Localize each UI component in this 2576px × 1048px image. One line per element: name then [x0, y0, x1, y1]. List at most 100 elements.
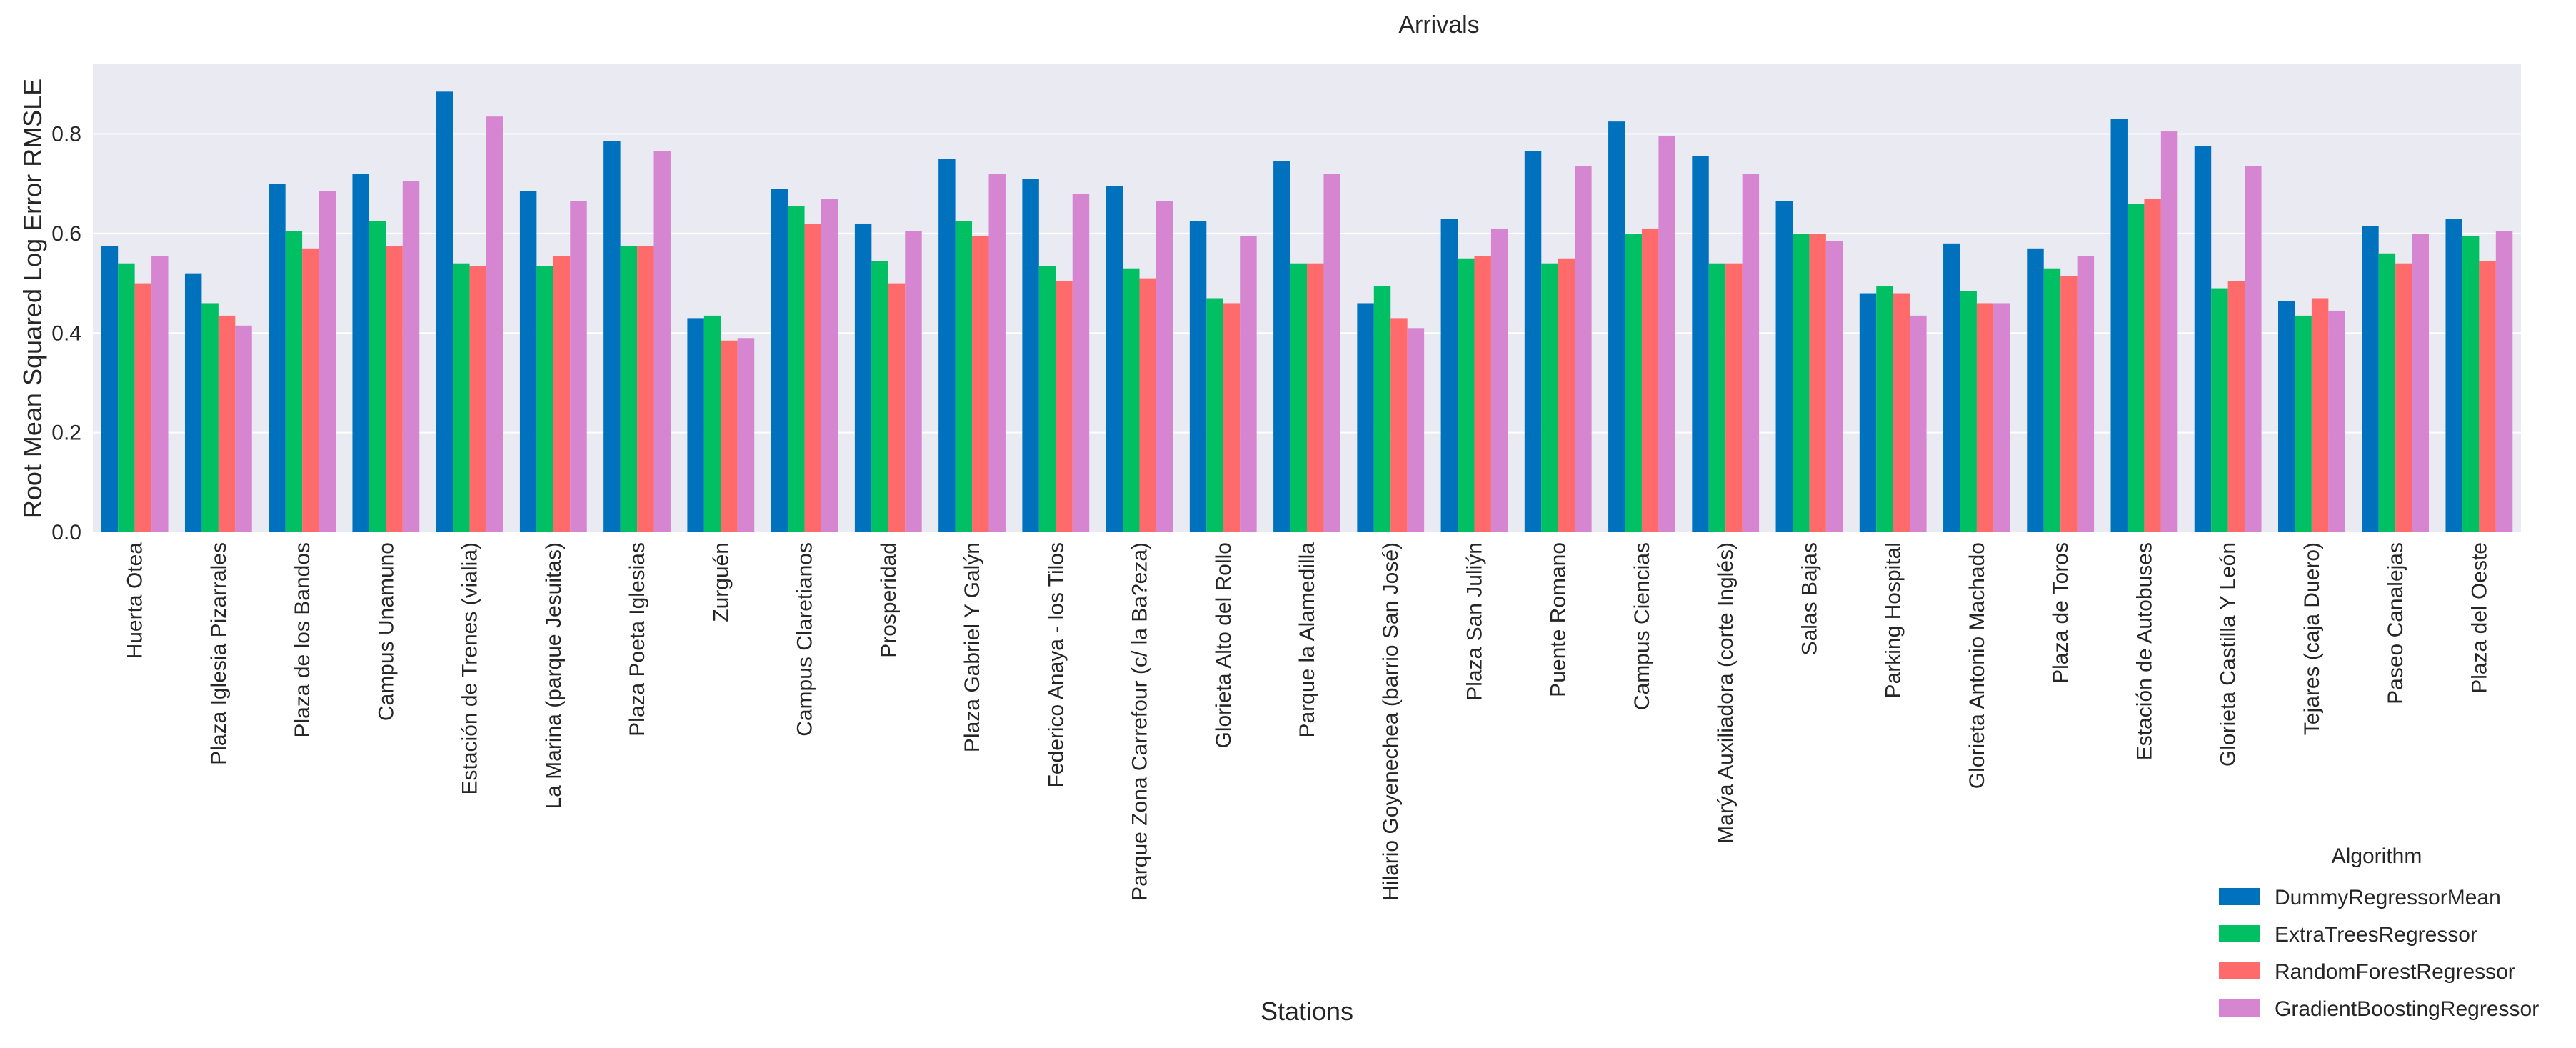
bar: [436, 91, 453, 532]
y-tick-label: 0.0: [51, 521, 81, 544]
bar: [469, 266, 487, 532]
bar: [453, 263, 470, 532]
bar: [2194, 146, 2212, 533]
bar: [369, 221, 386, 532]
bar: [854, 223, 872, 532]
bar: [1390, 318, 1408, 532]
x-tick-label: Parking Hospital: [1882, 542, 1905, 698]
x-tick-label: Prosperidad: [877, 542, 901, 658]
bar: [1273, 161, 1290, 532]
bar: [1106, 186, 1123, 532]
bar: [570, 201, 587, 532]
bar: [1223, 303, 1241, 532]
bar: [1474, 256, 1491, 532]
x-tick-label: Plaza Iglesia Pizarrales: [207, 542, 231, 765]
bar: [184, 273, 202, 532]
x-tick-label: Marýa Auxiliadora (corte Inglés): [1714, 542, 1738, 844]
bar: [1139, 278, 1156, 532]
bar: [1307, 263, 1324, 532]
x-tick-labels: Huerta Otea Plaza Iglesia Pizarrales Plaza…: [124, 542, 2492, 901]
bar: [603, 141, 621, 533]
bar: [687, 318, 704, 532]
chart-title: Arrivals: [1398, 11, 1479, 39]
legend-title: Algorithm: [2332, 844, 2422, 868]
bar: [2127, 204, 2145, 532]
bar: [2227, 281, 2245, 532]
bar: [2479, 261, 2496, 532]
bar: [804, 223, 821, 532]
x-axis-label: Stations: [1261, 997, 1353, 1026]
bar: [302, 248, 319, 532]
bar: [1123, 268, 1140, 532]
bar: [1859, 293, 1877, 532]
x-tick-label: La Marina (parque Jesuitas): [542, 542, 566, 809]
bar: [1608, 121, 1625, 532]
bar: [1742, 174, 1760, 533]
bar: [2110, 119, 2128, 533]
bar: [2027, 248, 2044, 532]
bar: [972, 236, 989, 532]
bar: [486, 116, 503, 532]
bar: [2395, 263, 2412, 532]
bar: [1976, 303, 1994, 532]
x-tick-label: Campus Ciencias: [1630, 542, 1654, 710]
bar: [1910, 315, 1927, 532]
bar: [1206, 298, 1223, 532]
x-tick-label: Parque Zona Carrefour (c/ la Ba?eza): [1128, 542, 1152, 901]
bar: [1641, 228, 1659, 532]
bar: [1357, 303, 1374, 532]
bar: [101, 246, 119, 532]
bar: [1876, 286, 1893, 532]
bar: [2495, 231, 2513, 532]
x-tick-label: Tejares (caja Duero): [2300, 542, 2324, 735]
bar: [1407, 328, 1425, 532]
bar: [2378, 253, 2396, 532]
bar: [2311, 298, 2329, 532]
x-tick-label: Zurguén: [709, 542, 733, 622]
bar: [1793, 233, 1810, 532]
bar: [620, 246, 638, 532]
bar: [1692, 156, 1709, 533]
bar: [1725, 263, 1743, 532]
legend-label: RandomForestRegressor: [2275, 960, 2515, 984]
bar: [2328, 310, 2345, 532]
bars: [101, 91, 2513, 533]
x-tick-label: Glorieta Castilla Y León: [2217, 542, 2240, 767]
x-tick-label: Parque la Alamedilla: [1295, 542, 1319, 738]
legend-label: DummyRegressorMean: [2275, 886, 2501, 909]
x-tick-label: Plaza Gabriel Y Galýn: [961, 542, 984, 752]
bar: [1708, 263, 1726, 532]
bar: [1960, 291, 1977, 532]
bar: [988, 174, 1006, 533]
bar: [235, 325, 252, 532]
legend: Algorithm DummyRegressorMean ExtraTreesRe…: [2219, 844, 2539, 1021]
bar: [1558, 258, 1575, 532]
x-tick-label: Plaza del Oeste: [2467, 542, 2491, 694]
bar: [553, 256, 571, 532]
bar: [955, 221, 973, 532]
legend-label: ExtraTreesRegressor: [2275, 923, 2477, 947]
bar: [653, 151, 671, 533]
y-axis-label: Root Mean Squared Log Error RMSLE: [18, 79, 47, 519]
bar: [1373, 286, 1391, 532]
bar: [386, 246, 403, 532]
bar: [1440, 219, 1458, 532]
bar: [118, 263, 135, 532]
x-tick-label: Hilario Goyenechea (barrio San José): [1379, 542, 1403, 901]
x-tick-label: Glorieta Antonio Machado: [1965, 542, 1989, 789]
bar: [1575, 166, 1592, 532]
bar: [721, 340, 738, 532]
x-tick-label: Estación de Trenes (vialia): [458, 542, 482, 795]
bar: [2462, 236, 2480, 532]
y-tick-label: 0.2: [51, 421, 81, 445]
bar: [2412, 233, 2430, 532]
bar: [1775, 201, 1793, 532]
legend-swatch: [2219, 962, 2260, 979]
x-tick-label: Plaza Poeta Iglesias: [626, 542, 649, 737]
bar: [1458, 258, 1475, 532]
legend-swatch: [2219, 999, 2260, 1017]
bar: [1056, 281, 1073, 532]
legend-swatch: [2219, 888, 2260, 905]
bar: [1658, 136, 1675, 532]
